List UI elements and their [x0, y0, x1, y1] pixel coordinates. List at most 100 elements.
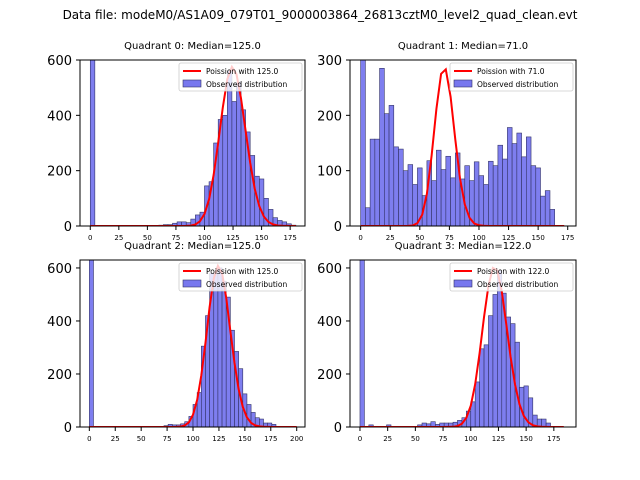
- histogram-bar: [544, 190, 551, 226]
- legend-box: [178, 262, 303, 292]
- x-tick-label: 0: [358, 435, 362, 443]
- y-tick-label: 0: [334, 220, 342, 235]
- legend-observed-label: Observed distribution: [206, 80, 287, 89]
- y-tick-label: 200: [47, 368, 72, 383]
- histogram-bar: [478, 175, 485, 226]
- histogram-bar: [236, 81, 242, 226]
- histogram-bar: [271, 424, 277, 427]
- x-tick-label: 25: [111, 435, 120, 443]
- histogram-bar: [217, 267, 223, 427]
- figure-suptitle: Data file: modeM0/AS1A09_079T01_90000038…: [62, 8, 578, 22]
- histogram-bar: [259, 178, 265, 226]
- y-tick-label: 600: [47, 54, 72, 69]
- y-tick-label: 600: [317, 262, 342, 277]
- histogram-bar: [521, 156, 527, 226]
- x-tick-label: 125: [502, 234, 515, 242]
- x-tick-label: 175: [283, 234, 296, 242]
- subplot-title: Quadrant 3: Median=122.0: [395, 241, 532, 252]
- subplot-0: Quadrant 0: Median=125.0 0 200 400 600 0 25 50 7…: [47, 41, 306, 242]
- histogram-bar: [213, 272, 219, 427]
- x-tick-label: 175: [264, 435, 277, 443]
- histogram-bar: [402, 170, 409, 226]
- legend-observed-swatch: [453, 79, 473, 88]
- histogram-bar: [516, 132, 522, 226]
- y-tick-label: 0: [334, 421, 342, 436]
- histogram-bar: [436, 149, 442, 226]
- histogram-bar: [530, 165, 537, 226]
- histogram-bar: [89, 260, 94, 427]
- histogram-bar: [227, 70, 233, 226]
- histogram-bar: [450, 177, 456, 226]
- poisson-fit-line: [360, 266, 564, 427]
- histogram-bar: [89, 60, 96, 226]
- x-tick-label: 0: [88, 234, 92, 242]
- x-tick-label: 150: [255, 234, 268, 242]
- histogram-bar: [549, 209, 556, 226]
- histogram-bar: [359, 260, 365, 427]
- histogram-bar: [221, 280, 227, 427]
- x-tick-label: 50: [137, 435, 146, 443]
- axes-frame: [349, 59, 577, 227]
- x-tick-label: 100: [472, 234, 485, 242]
- x-tick-label: 100: [198, 234, 211, 242]
- x-tick-label: 125: [226, 234, 239, 242]
- x-tick-label: 100: [186, 435, 199, 443]
- plot-area: [359, 260, 564, 427]
- histogram-bar: [497, 270, 503, 427]
- histogram-bar: [473, 161, 480, 226]
- y-tick-label: 200: [317, 368, 342, 383]
- legend-box: [449, 262, 574, 292]
- x-tick-label: 25: [386, 234, 395, 242]
- legend-observed-swatch: [453, 279, 473, 288]
- y-tick-label: 400: [317, 315, 342, 330]
- legend-box: [449, 62, 574, 92]
- histogram-bar: [474, 381, 480, 427]
- histogram-bar: [492, 294, 498, 427]
- x-tick-label: 0: [358, 234, 362, 242]
- histogram-bar: [488, 160, 494, 226]
- x-tick-label: 175: [561, 234, 574, 242]
- x-tick-label: 200: [290, 435, 303, 443]
- histogram-bar: [369, 138, 376, 226]
- histogram-bar: [479, 348, 485, 427]
- x-tick-label: 75: [163, 435, 172, 443]
- histogram-bar: [483, 184, 489, 226]
- subplot-title: Quadrant 2: Median=125.0: [124, 241, 261, 252]
- poisson-fit-line: [90, 64, 296, 226]
- legend-observed-label: Observed distribution: [206, 280, 287, 289]
- x-tick-label: 125: [212, 435, 225, 443]
- legend-fit-label: Poission with 125.0: [206, 267, 279, 276]
- legend-observed-label: Observed distribution: [477, 80, 558, 89]
- histogram-bar: [384, 113, 390, 226]
- axes-frame: [79, 259, 306, 428]
- histogram-bar: [483, 344, 489, 427]
- histogram-bar: [222, 115, 228, 226]
- histogram-bar: [393, 146, 399, 226]
- subplot-title: Quadrant 1: Median=71.0: [398, 41, 528, 52]
- x-tick-label: 50: [411, 435, 420, 443]
- histogram-bar: [412, 184, 418, 226]
- plot-area: [89, 60, 297, 226]
- legend-observed-label: Observed distribution: [477, 280, 558, 289]
- subplot-2: Quadrant 2: Median=125.0 0 200 400 600 0 25 50 7…: [47, 241, 306, 443]
- subplot-3: Quadrant 3: Median=122.0 0 200 400 600 0 25 50 7…: [317, 241, 577, 443]
- x-tick-label: 75: [445, 234, 454, 242]
- legend-fit-label: Poission with 125.0: [206, 67, 279, 76]
- histogram-bar: [507, 127, 513, 226]
- subplot-title: Quadrant 0: Median=125.0: [124, 41, 261, 52]
- legend-observed-swatch: [182, 279, 202, 288]
- x-tick-label: 50: [415, 234, 424, 242]
- x-tick-label: 150: [531, 234, 544, 242]
- histogram-bar: [511, 143, 518, 226]
- histogram-bar: [388, 105, 395, 226]
- x-tick-label: 25: [114, 234, 123, 242]
- histogram-bar: [407, 164, 414, 226]
- histogram-bar: [528, 397, 534, 427]
- histogram-bar: [440, 169, 447, 226]
- histogram-bar: [535, 167, 541, 226]
- histogram-bar: [497, 144, 503, 226]
- histogram-bar: [488, 315, 494, 427]
- x-tick-label: 75: [171, 234, 180, 242]
- subplot-1: Quadrant 1: Median=71.0 0 100 200 300 0 25 50 75…: [317, 41, 577, 242]
